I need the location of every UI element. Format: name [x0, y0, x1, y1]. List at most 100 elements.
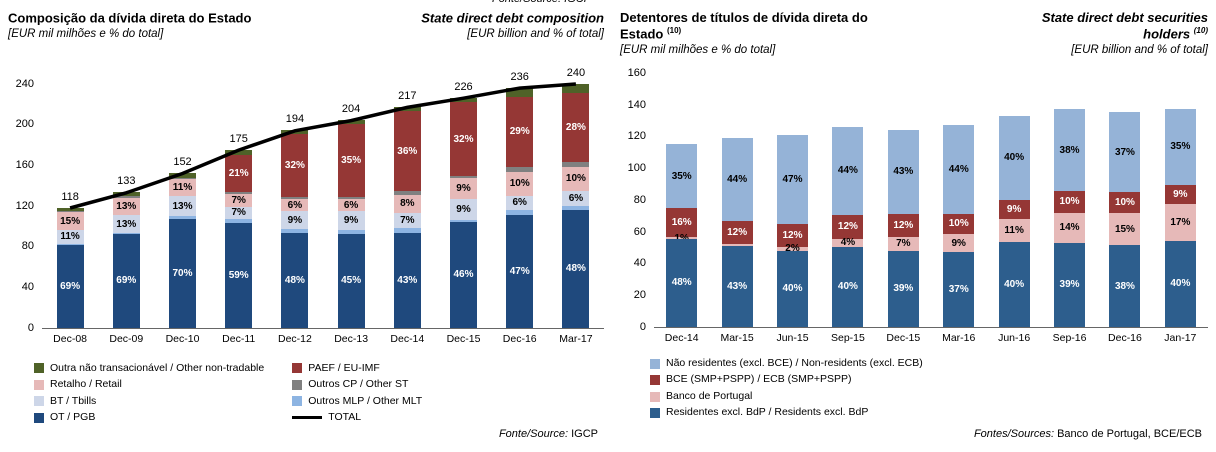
y-tick-label: 120 — [627, 130, 646, 143]
legend-column: Outra não transacionável / Other non-tra… — [34, 362, 264, 424]
bar-slot: 59% 7% 7% 21% — [211, 149, 267, 328]
y-tick-label: 160 — [15, 158, 34, 171]
legend-item: Banco de Portugal — [650, 390, 923, 403]
bar-slot: 48% 6% 10% 28% — [548, 83, 604, 328]
legend-item: TOTAL — [292, 412, 422, 424]
x-tick-label: Dec-16 — [1108, 331, 1142, 344]
bar-slot: 47% 6% 10% 29% — [492, 87, 548, 328]
y-tick-label: 80 — [633, 193, 646, 206]
bar-segment: 7% — [393, 212, 421, 229]
chart-title-pt-footnote: (10) — [666, 26, 682, 36]
legend-label: Retalho / Retail — [50, 378, 122, 391]
bar-segment — [225, 219, 253, 223]
bar-segment: 10% — [506, 171, 534, 196]
bar-slot: 48%1%16%35% — [654, 144, 709, 327]
chart-title-pt: Composição da dívida direta do Estado — [8, 10, 338, 27]
bar-slot: 40% 2% 12% 47% — [765, 134, 820, 327]
legend-swatch — [34, 379, 44, 390]
bar-segment: 43% — [887, 129, 919, 214]
legend-item: OT / PGB — [34, 412, 264, 424]
y-tick-label: 0 — [639, 320, 646, 333]
bar-segment: 44% — [943, 125, 975, 214]
title-block-pt: Composição da dívida direta do Estado [E… — [8, 10, 338, 42]
chart-subtitle-en: [EUR billion and % of total] — [1071, 43, 1208, 56]
bar-segment: 45% — [337, 234, 365, 328]
bar-segment: 2% — [777, 243, 809, 254]
bar-segment: 1% — [666, 233, 698, 244]
bar-segment: 11% — [169, 179, 196, 197]
stacked-bar: 37% 9% 10% 44% — [943, 125, 975, 327]
legend-label: Outros MLP / Other MLT — [308, 394, 423, 407]
bar-segment: 9% — [281, 211, 309, 229]
legend-label: BCE (SMP+PSPP) / ECB (SMP+PSPP) — [666, 373, 852, 386]
x-tick-label: Mar-17 — [559, 332, 593, 345]
chart-title-en: State direct debt securities holders (10… — [998, 10, 1208, 43]
y-tick-label: 80 — [21, 240, 34, 253]
legend-label: BT / Tbills — [50, 394, 97, 407]
bar-segment: 16% — [666, 208, 698, 238]
bar-segment: 32% — [281, 134, 309, 198]
total-value-label: 240 — [566, 66, 586, 79]
stacked-bar: 70% 13% 11% — [169, 173, 196, 328]
total-value-label: 217 — [398, 89, 417, 102]
bar-segment: 10% — [562, 166, 590, 191]
y-axis: 0 20 40 60 80 100 120 140 160 — [620, 67, 654, 333]
total-value-label: 152 — [173, 155, 192, 168]
legend-item: Retalho / Retail — [34, 379, 264, 391]
stacked-bar: 46% 9% 9% 32% — [450, 97, 478, 328]
bar-segment: 10% — [1054, 191, 1086, 213]
plot-column: 48%1%16%35%43%12%44%40%2%12%47%40%4%12%4… — [654, 73, 1208, 344]
x-tick-label: Dec-10 — [165, 332, 200, 345]
bar-segment: 4% — [832, 237, 864, 248]
source-text: IGCP — [568, 428, 598, 440]
legend-column: Não residentes (excl. BCE) / Non-residen… — [650, 357, 923, 419]
y-tick-label: 160 — [627, 66, 646, 79]
chart-header: Composição da dívida direta do Estado [E… — [8, 10, 604, 42]
x-tick-label: Mar-15 — [720, 331, 754, 344]
stacked-bar: 38% 15% 10% 37% — [1109, 112, 1141, 327]
stacked-bar: 40% 11% 9% 40% — [998, 115, 1030, 327]
legend-swatch — [34, 363, 44, 374]
legend-label: Residentes excl. BdP / Residents excl. B… — [666, 406, 869, 419]
chart-body: 0 40 80 120 160 200 240 69% 11% 15% 69% 13% 13% 70% 1… — [8, 67, 604, 345]
y-tick-label: 240 — [15, 77, 34, 90]
bar-segment: 9% — [450, 198, 478, 220]
bar-slot: 46% 9% 9% 32% — [435, 97, 491, 328]
x-axis: Dec-08 Dec-09 Dec-10 Dec-11 Dec-12 Dec-13 Dec-… — [42, 333, 604, 345]
legend-item: PAEF / EU-IMF — [292, 361, 422, 375]
legend-swatch — [650, 408, 660, 419]
legend-item: Residentes excl. BdP / Residents excl. B… — [650, 407, 923, 419]
bar-segment — [169, 216, 196, 220]
legend-swatch — [292, 363, 303, 374]
legend-item: BCE (SMP+PSPP) / ECB (SMP+PSPP) — [650, 374, 923, 386]
bar-segment: 10% — [943, 213, 975, 235]
bar-segment: 7% — [225, 206, 253, 219]
stacked-bar: 48%1%16%35% — [666, 144, 698, 327]
bar-segment: 38% — [1109, 245, 1141, 327]
bar-segment — [56, 211, 84, 213]
bar-segment: 17% — [1164, 204, 1196, 241]
legend-label: PAEF / EU-IMF — [308, 361, 380, 374]
bar-segment: 69% — [56, 244, 84, 328]
bar-slot: 69% 11% 15% — [42, 207, 98, 328]
bar-segment: 59% — [225, 222, 253, 328]
bar-segment: 48% — [562, 210, 590, 328]
stacked-bar: 48% 9% 6% 32% — [281, 130, 309, 328]
y-tick-label: 140 — [627, 98, 646, 111]
bar-segment: 40% — [832, 246, 864, 327]
total-value-label: 204 — [341, 103, 361, 116]
bar-segment: 44% — [832, 126, 864, 215]
source-prefix: Fontes/Sources: — [973, 428, 1055, 440]
legend-item: BT / Tbills — [34, 394, 264, 408]
bar-segment: 13% — [169, 196, 196, 217]
stacked-bar: 69% 13% 13% — [112, 192, 140, 328]
chart-title-en-text: State direct debt composition — [421, 10, 604, 26]
bar-segment: 6% — [337, 198, 365, 212]
bar-segment: 15% — [56, 212, 84, 231]
stacked-bar: 59% 7% 7% 21% — [225, 149, 253, 328]
source-note: Fonte/Source: IGCP — [499, 428, 598, 440]
x-tick-label: Dec-12 — [277, 332, 312, 345]
stacked-bar: 39% 14% 10% 38% — [1054, 109, 1086, 327]
source-prefix: Fonte/Source: — [498, 428, 569, 440]
